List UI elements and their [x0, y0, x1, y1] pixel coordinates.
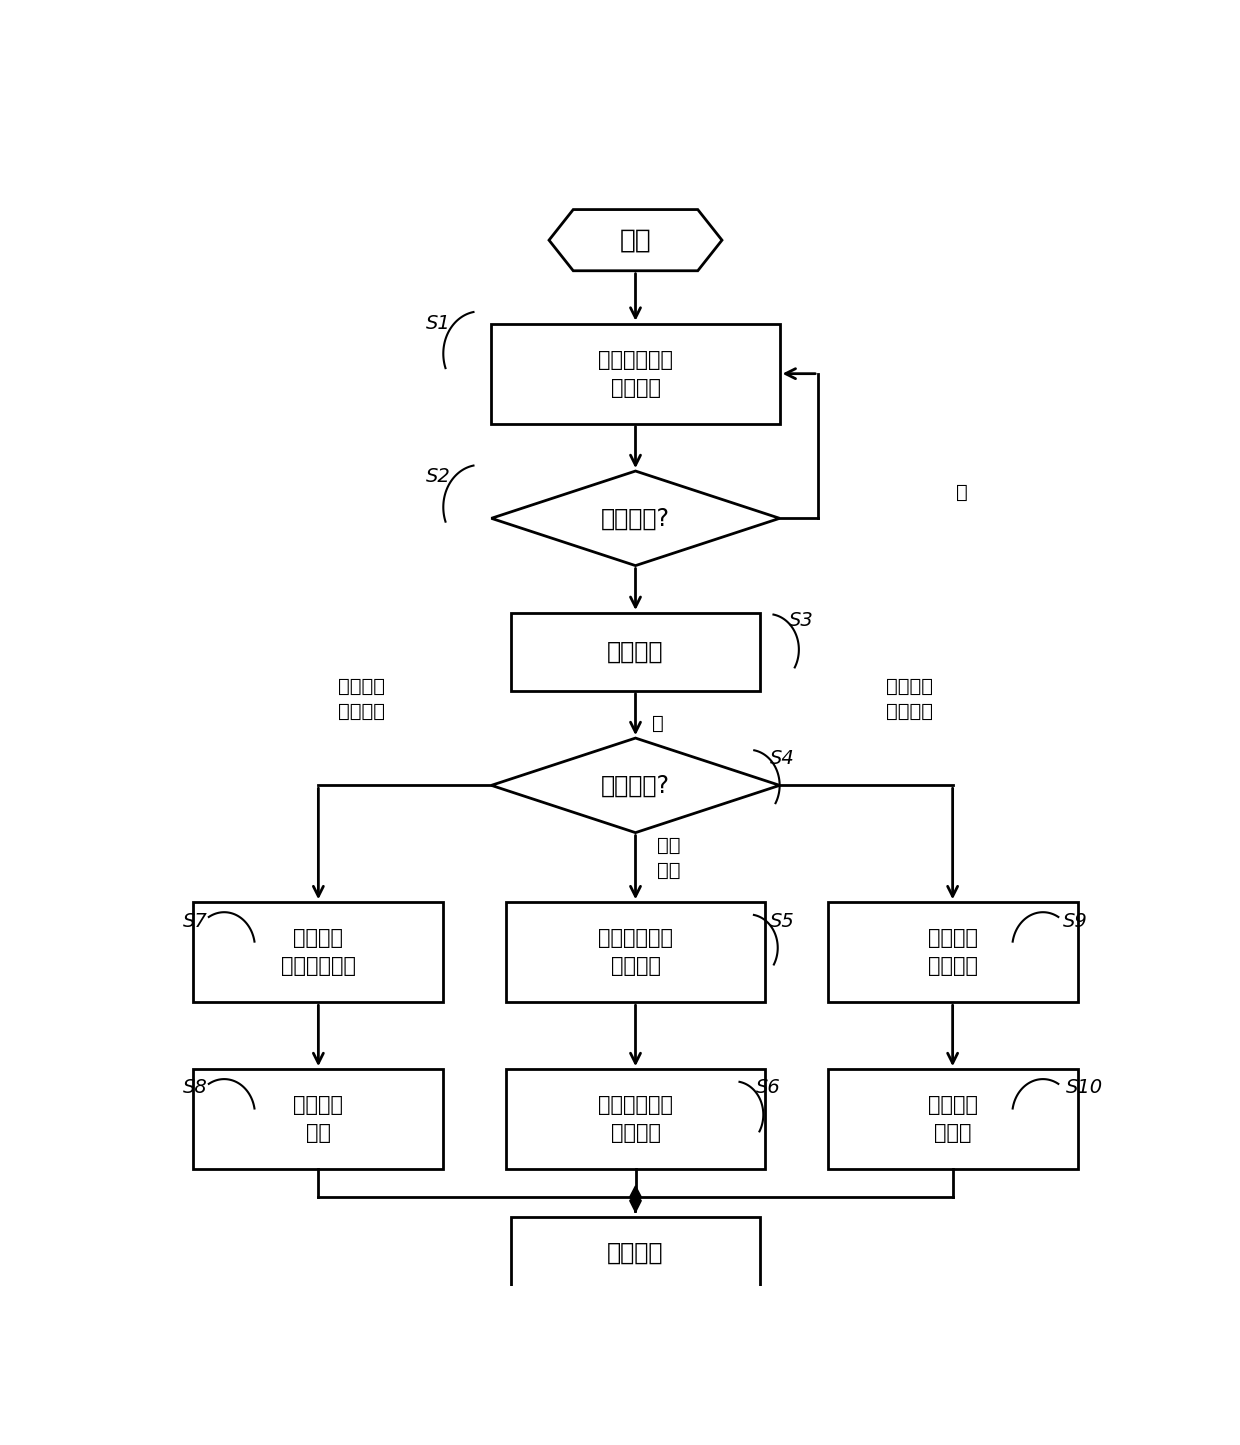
Text: 查询
指令: 查询 指令	[657, 835, 681, 880]
Text: S1: S1	[427, 314, 451, 334]
Text: 是: 是	[652, 714, 663, 733]
Polygon shape	[630, 1186, 641, 1208]
FancyBboxPatch shape	[828, 902, 1078, 1003]
Polygon shape	[491, 471, 780, 565]
Text: 返回设置
结果: 返回设置 结果	[294, 1095, 343, 1143]
Text: 设置温度
采样时间间隔: 设置温度 采样时间间隔	[281, 928, 356, 977]
Text: S4: S4	[770, 749, 795, 769]
Text: S6: S6	[755, 1078, 780, 1098]
Text: 返回土壤温度
时间信息: 返回土壤温度 时间信息	[598, 1095, 673, 1143]
FancyBboxPatch shape	[506, 1069, 765, 1169]
Text: S3: S3	[789, 611, 813, 630]
Text: S5: S5	[770, 912, 795, 931]
FancyBboxPatch shape	[193, 902, 444, 1003]
Text: 何种指令?: 何种指令?	[601, 773, 670, 798]
Text: 设置休眠
时间间隔: 设置休眠 时间间隔	[928, 928, 977, 977]
FancyBboxPatch shape	[506, 902, 765, 1003]
FancyBboxPatch shape	[511, 613, 760, 691]
FancyBboxPatch shape	[828, 1069, 1078, 1169]
Polygon shape	[549, 210, 722, 270]
Text: 设置采集
时间指令: 设置采集 时间指令	[339, 676, 386, 721]
Text: 加入成功?: 加入成功?	[601, 506, 670, 530]
FancyBboxPatch shape	[511, 1217, 760, 1289]
Text: 请求加入无线
传感网路: 请求加入无线 传感网路	[598, 350, 673, 397]
Text: S9: S9	[1063, 912, 1087, 931]
Text: 下次通信: 下次通信	[608, 1241, 663, 1264]
FancyBboxPatch shape	[193, 1069, 444, 1169]
Text: S8: S8	[184, 1078, 208, 1098]
Text: S7: S7	[184, 912, 208, 931]
Text: S2: S2	[427, 467, 451, 486]
Text: 开始: 开始	[620, 227, 651, 253]
Text: 监听指令: 监听指令	[608, 640, 663, 663]
Text: 设置休眠
时间指令: 设置休眠 时间指令	[885, 676, 932, 721]
Text: 否: 否	[956, 483, 968, 503]
Text: S10: S10	[1066, 1078, 1104, 1098]
Text: 休眠结束
并唤醒: 休眠结束 并唤醒	[928, 1095, 977, 1143]
Polygon shape	[491, 738, 780, 832]
Text: 查询土壤温度
时间信息: 查询土壤温度 时间信息	[598, 928, 673, 977]
FancyBboxPatch shape	[491, 324, 780, 423]
